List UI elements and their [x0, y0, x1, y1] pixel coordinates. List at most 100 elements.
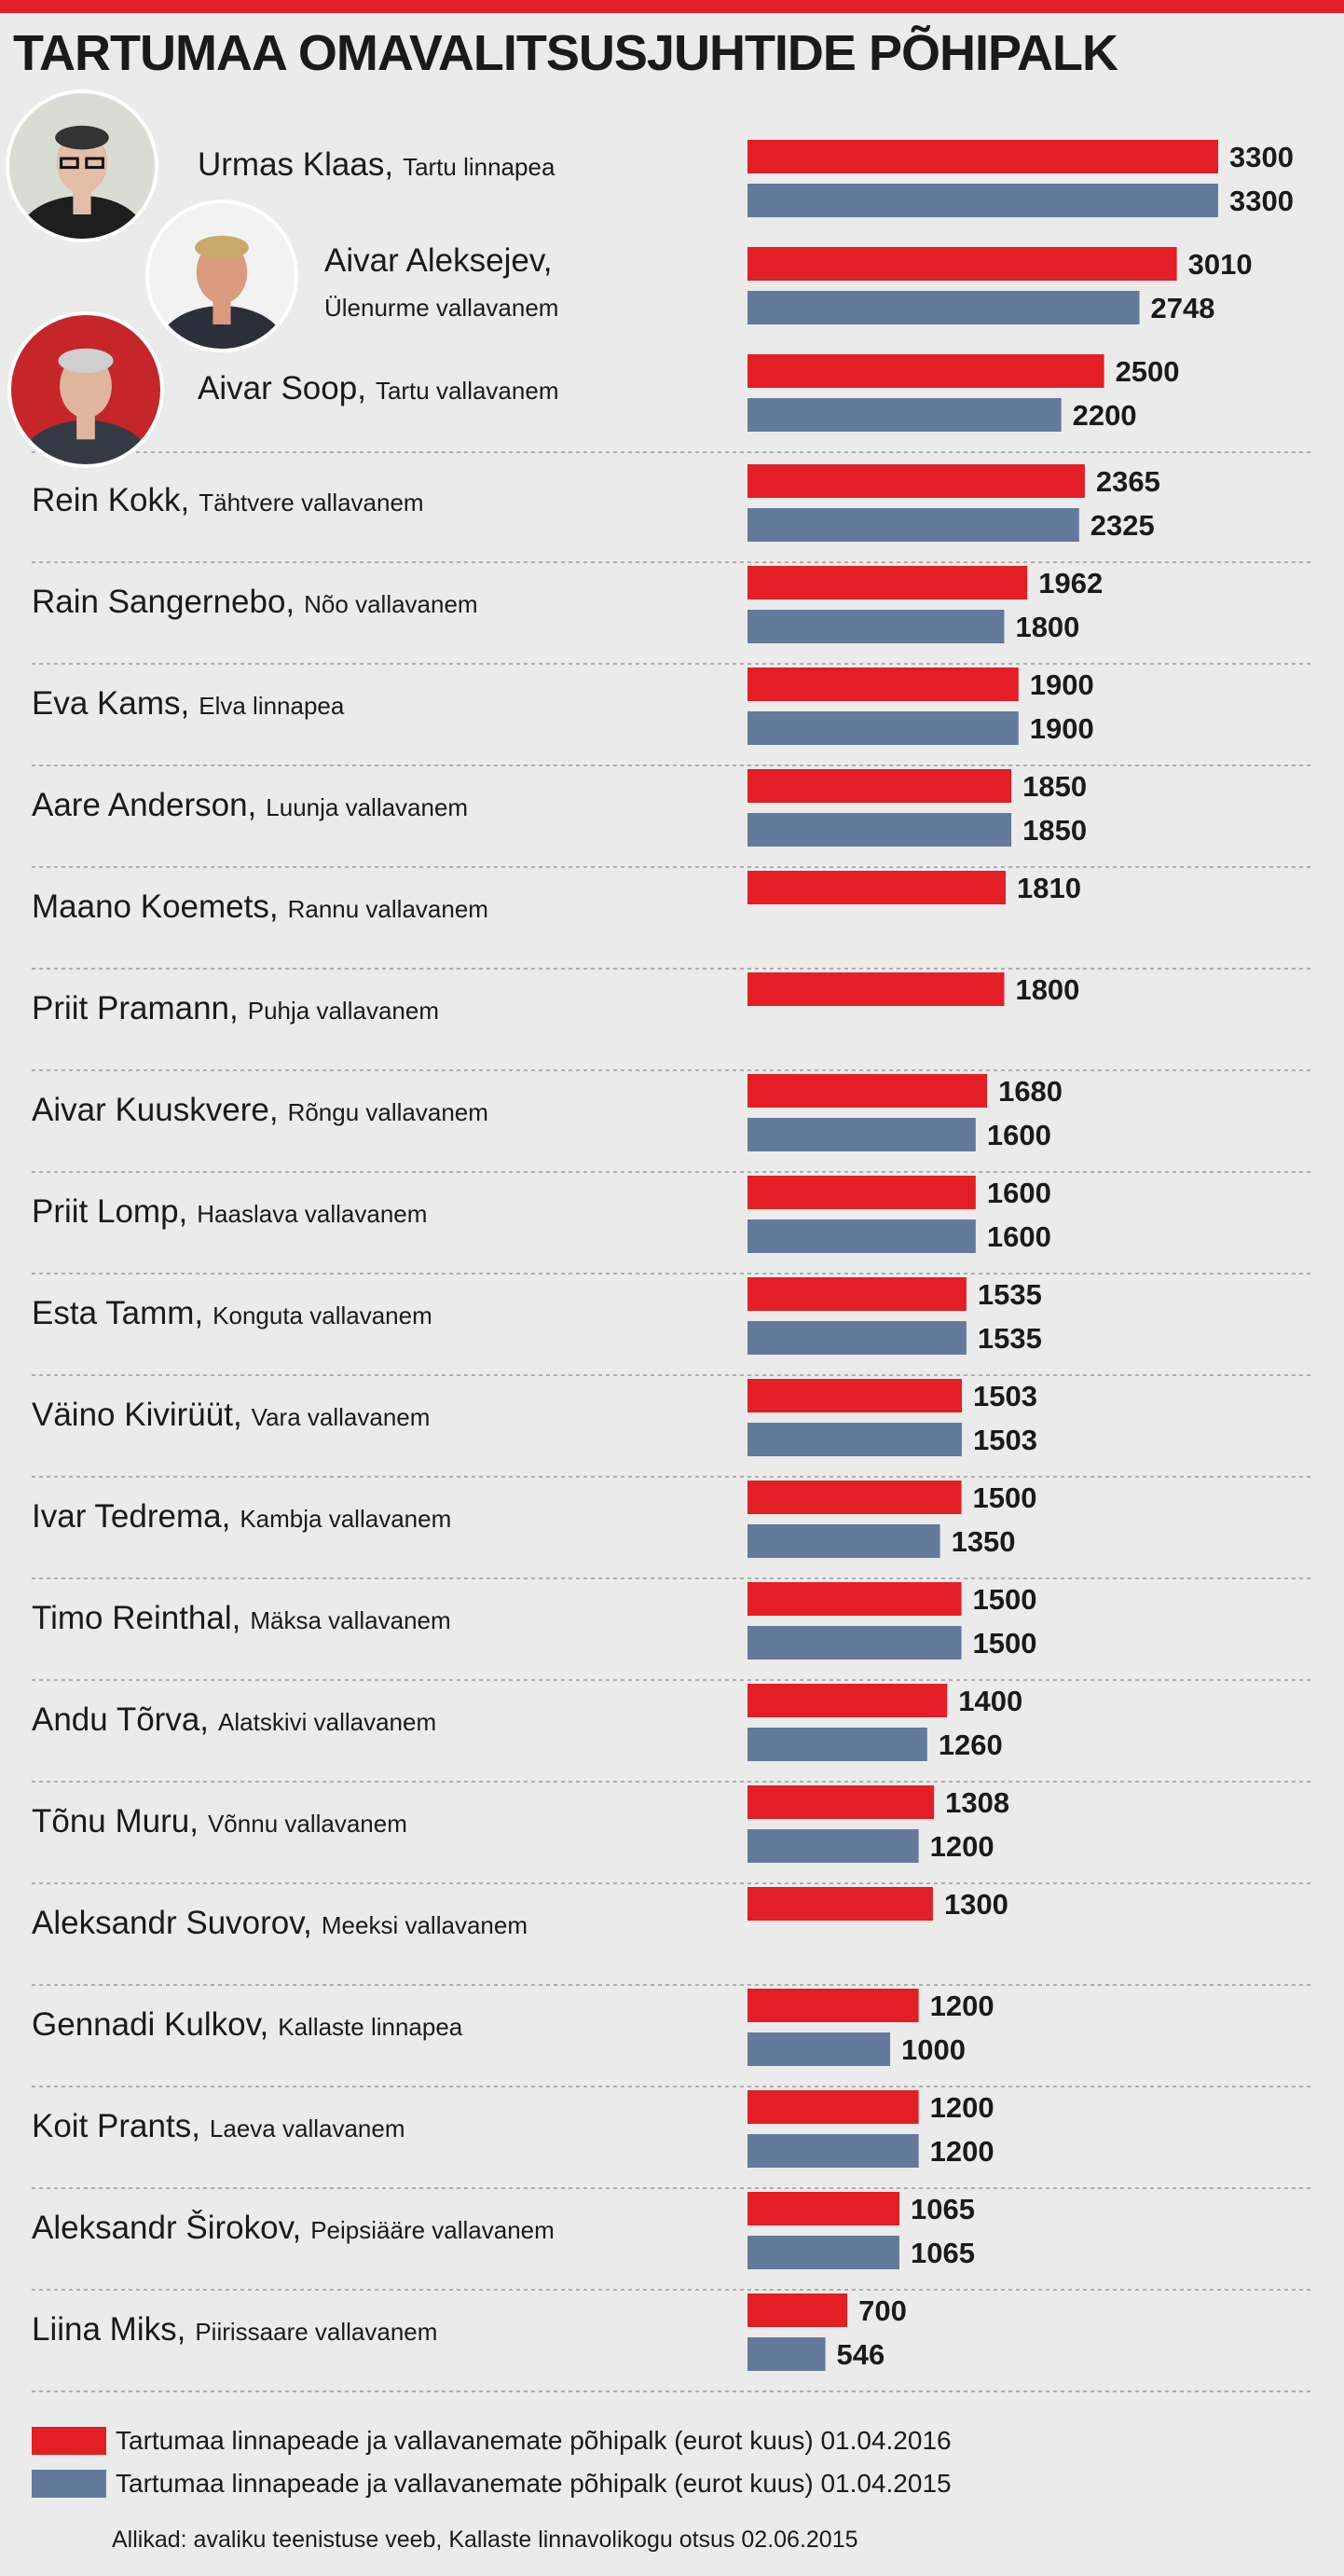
person-name: Timo Reinthal, — [32, 1600, 240, 1636]
page-title: TARTUMAA OMAVALITSUSJUHTIDE PÕHIPALK — [13, 25, 1118, 81]
person-name: Eva Kams, — [32, 685, 189, 722]
person-role: Laeva vallavanem — [210, 2115, 405, 2142]
value-label-2016: 1500 — [973, 1583, 1037, 1616]
bar-2016 — [747, 1074, 988, 1108]
person-role: Piirissaare vallavanem — [195, 2318, 437, 2346]
person-name: Tõnu Muru, — [32, 1803, 199, 1839]
person-name: Urmas Klaas, — [198, 146, 393, 183]
value-label-2015: 546 — [837, 2338, 885, 2371]
portrait-photo-icon — [7, 311, 164, 468]
legend-label-2015: Tartumaa linnapeade ja vallavanemate põh… — [116, 2469, 952, 2498]
bar-2015 — [747, 2032, 891, 2066]
person-role: Puhja vallavanem — [248, 997, 439, 1025]
category-label: Koit Prants, Laeva vallavanem — [32, 2108, 405, 2144]
bar-2016 — [747, 1582, 962, 1616]
bar-2016 — [747, 247, 1177, 281]
bar-2015 — [747, 1321, 967, 1355]
category-label: Aleksandr Suvorov, Meeksi vallavanem — [32, 1905, 528, 1941]
portrait-photo-icon — [145, 200, 298, 352]
person-role: Meeksi vallavanem — [322, 1911, 528, 1939]
bar-2016 — [747, 1887, 933, 1921]
bar-2016 — [747, 668, 1019, 701]
person-name: Andu Tõrva, — [32, 1701, 209, 1738]
portrait-photos — [6, 90, 298, 468]
person-name: Väino Kivirüüt, — [32, 1397, 242, 1433]
bar-2016 — [747, 140, 1218, 173]
person-name: Aleksandr Širokov, — [32, 2210, 301, 2246]
value-label-2016: 3300 — [1229, 141, 1294, 173]
person-name: Aivar Soop, — [198, 370, 366, 406]
bar-2016 — [747, 464, 1085, 498]
person-name: Ivar Tedrema, — [32, 1498, 230, 1535]
value-label-2015: 2200 — [1073, 399, 1137, 432]
category-label: Eva Kams, Elva linnapea — [32, 685, 345, 722]
person-role: Rõngu vallavanem — [288, 1098, 488, 1126]
person-role: Kallaste linnapea — [278, 2013, 463, 2041]
category-label: Tõnu Muru, Võnnu vallavanem — [32, 1803, 407, 1839]
value-label-2016: 1200 — [930, 2091, 994, 2124]
bar-2015 — [747, 711, 1019, 745]
bar-2015 — [747, 610, 1005, 643]
person-role: Vara vallavanem — [252, 1403, 431, 1431]
person-role: Konguta vallavanem — [213, 1302, 432, 1329]
value-label-2016: 1535 — [978, 1278, 1042, 1311]
value-label-2016: 1680 — [998, 1075, 1063, 1108]
value-label-2016: 700 — [858, 2294, 907, 2327]
category-label: Aleksandr Širokov, Peipsiääre vallavanem — [32, 2210, 555, 2246]
category-label: Priit Pramann, Puhja vallavanem — [32, 990, 439, 1026]
bar-2016 — [747, 769, 1012, 803]
value-label-2015: 1350 — [952, 1525, 1016, 1558]
bar-2015 — [747, 1118, 976, 1151]
source-note: Allikad: avaliku teenistuse veeb, Kallas… — [112, 2527, 858, 2553]
category-label: Ivar Tedrema, Kambja vallavanem — [32, 1498, 451, 1535]
bar-2015 — [747, 2134, 919, 2168]
person-role: Mäksa vallavanem — [250, 1606, 450, 1634]
value-label-2015: 1535 — [978, 1322, 1042, 1355]
value-label-2015: 1900 — [1030, 712, 1094, 745]
category-label: Rein Kokk, Tähtvere vallavanem — [32, 482, 424, 518]
bar-2016 — [747, 1785, 935, 1819]
value-label-2016: 1308 — [945, 1786, 1009, 1819]
category-label: Rain Sangernebo, Nõo vallavanem — [32, 584, 478, 620]
bar-2016 — [747, 2192, 899, 2225]
person-role: Alatskivi vallavanem — [218, 1708, 436, 1736]
bar-2016 — [747, 566, 1028, 599]
bar-2016 — [747, 871, 1006, 904]
top-accent-bar — [0, 0, 1344, 13]
person-name: Priit Pramann, — [32, 990, 239, 1026]
person-name: Liina Miks, — [32, 2311, 185, 2348]
person-name: Rain Sangernebo, — [32, 584, 295, 620]
bar-2016 — [747, 1989, 919, 2022]
bar-2016 — [747, 2294, 848, 2327]
value-label-2015: 2325 — [1090, 509, 1155, 542]
value-label-2016: 1500 — [973, 1481, 1037, 1514]
value-label-2015: 1200 — [930, 2135, 994, 2168]
category-label: Väino Kivirüüt, Vara vallavanem — [32, 1397, 430, 1433]
value-label-2015: 1500 — [973, 1627, 1037, 1660]
legend-item-2016: Tartumaa linnapeade ja vallavanemate põh… — [32, 2419, 952, 2462]
person-name: Esta Tamm, — [32, 1295, 203, 1331]
person-role: Kambja vallavanem — [240, 1505, 451, 1533]
category-label: Aivar Aleksejev, Ülenurme vallavanem — [324, 242, 558, 322]
bar-2016 — [747, 2090, 919, 2124]
bar-2015 — [747, 1423, 963, 1456]
value-label-2016: 1300 — [944, 1888, 1008, 1921]
value-label-2015: 3300 — [1229, 185, 1294, 217]
value-label-2016: 1065 — [911, 2193, 975, 2225]
person-role: Ülenurme vallavanem — [324, 294, 558, 322]
category-label: Aare Anderson, Luunja vallavanem — [32, 787, 468, 823]
value-label-2015: 1000 — [901, 2033, 966, 2066]
legend-swatch-2016 — [32, 2427, 106, 2455]
bar-2016 — [747, 354, 1104, 388]
person-name: Aare Anderson, — [32, 787, 256, 823]
value-label-2016: 1800 — [1015, 973, 1079, 1006]
value-label-2016: 1810 — [1017, 872, 1081, 904]
person-name: Koit Prants, — [32, 2108, 200, 2144]
value-label-2016: 1503 — [973, 1380, 1037, 1412]
category-label: Aivar Kuuskvere, Rõngu vallavanem — [32, 1092, 488, 1128]
person-role: Elva linnapea — [199, 692, 345, 720]
person-name: Aivar Aleksejev, — [324, 242, 552, 279]
value-label-2016: 2500 — [1116, 355, 1180, 388]
value-label-2016: 1600 — [987, 1177, 1051, 1209]
person-role: Haaslava vallavanem — [197, 1200, 427, 1228]
